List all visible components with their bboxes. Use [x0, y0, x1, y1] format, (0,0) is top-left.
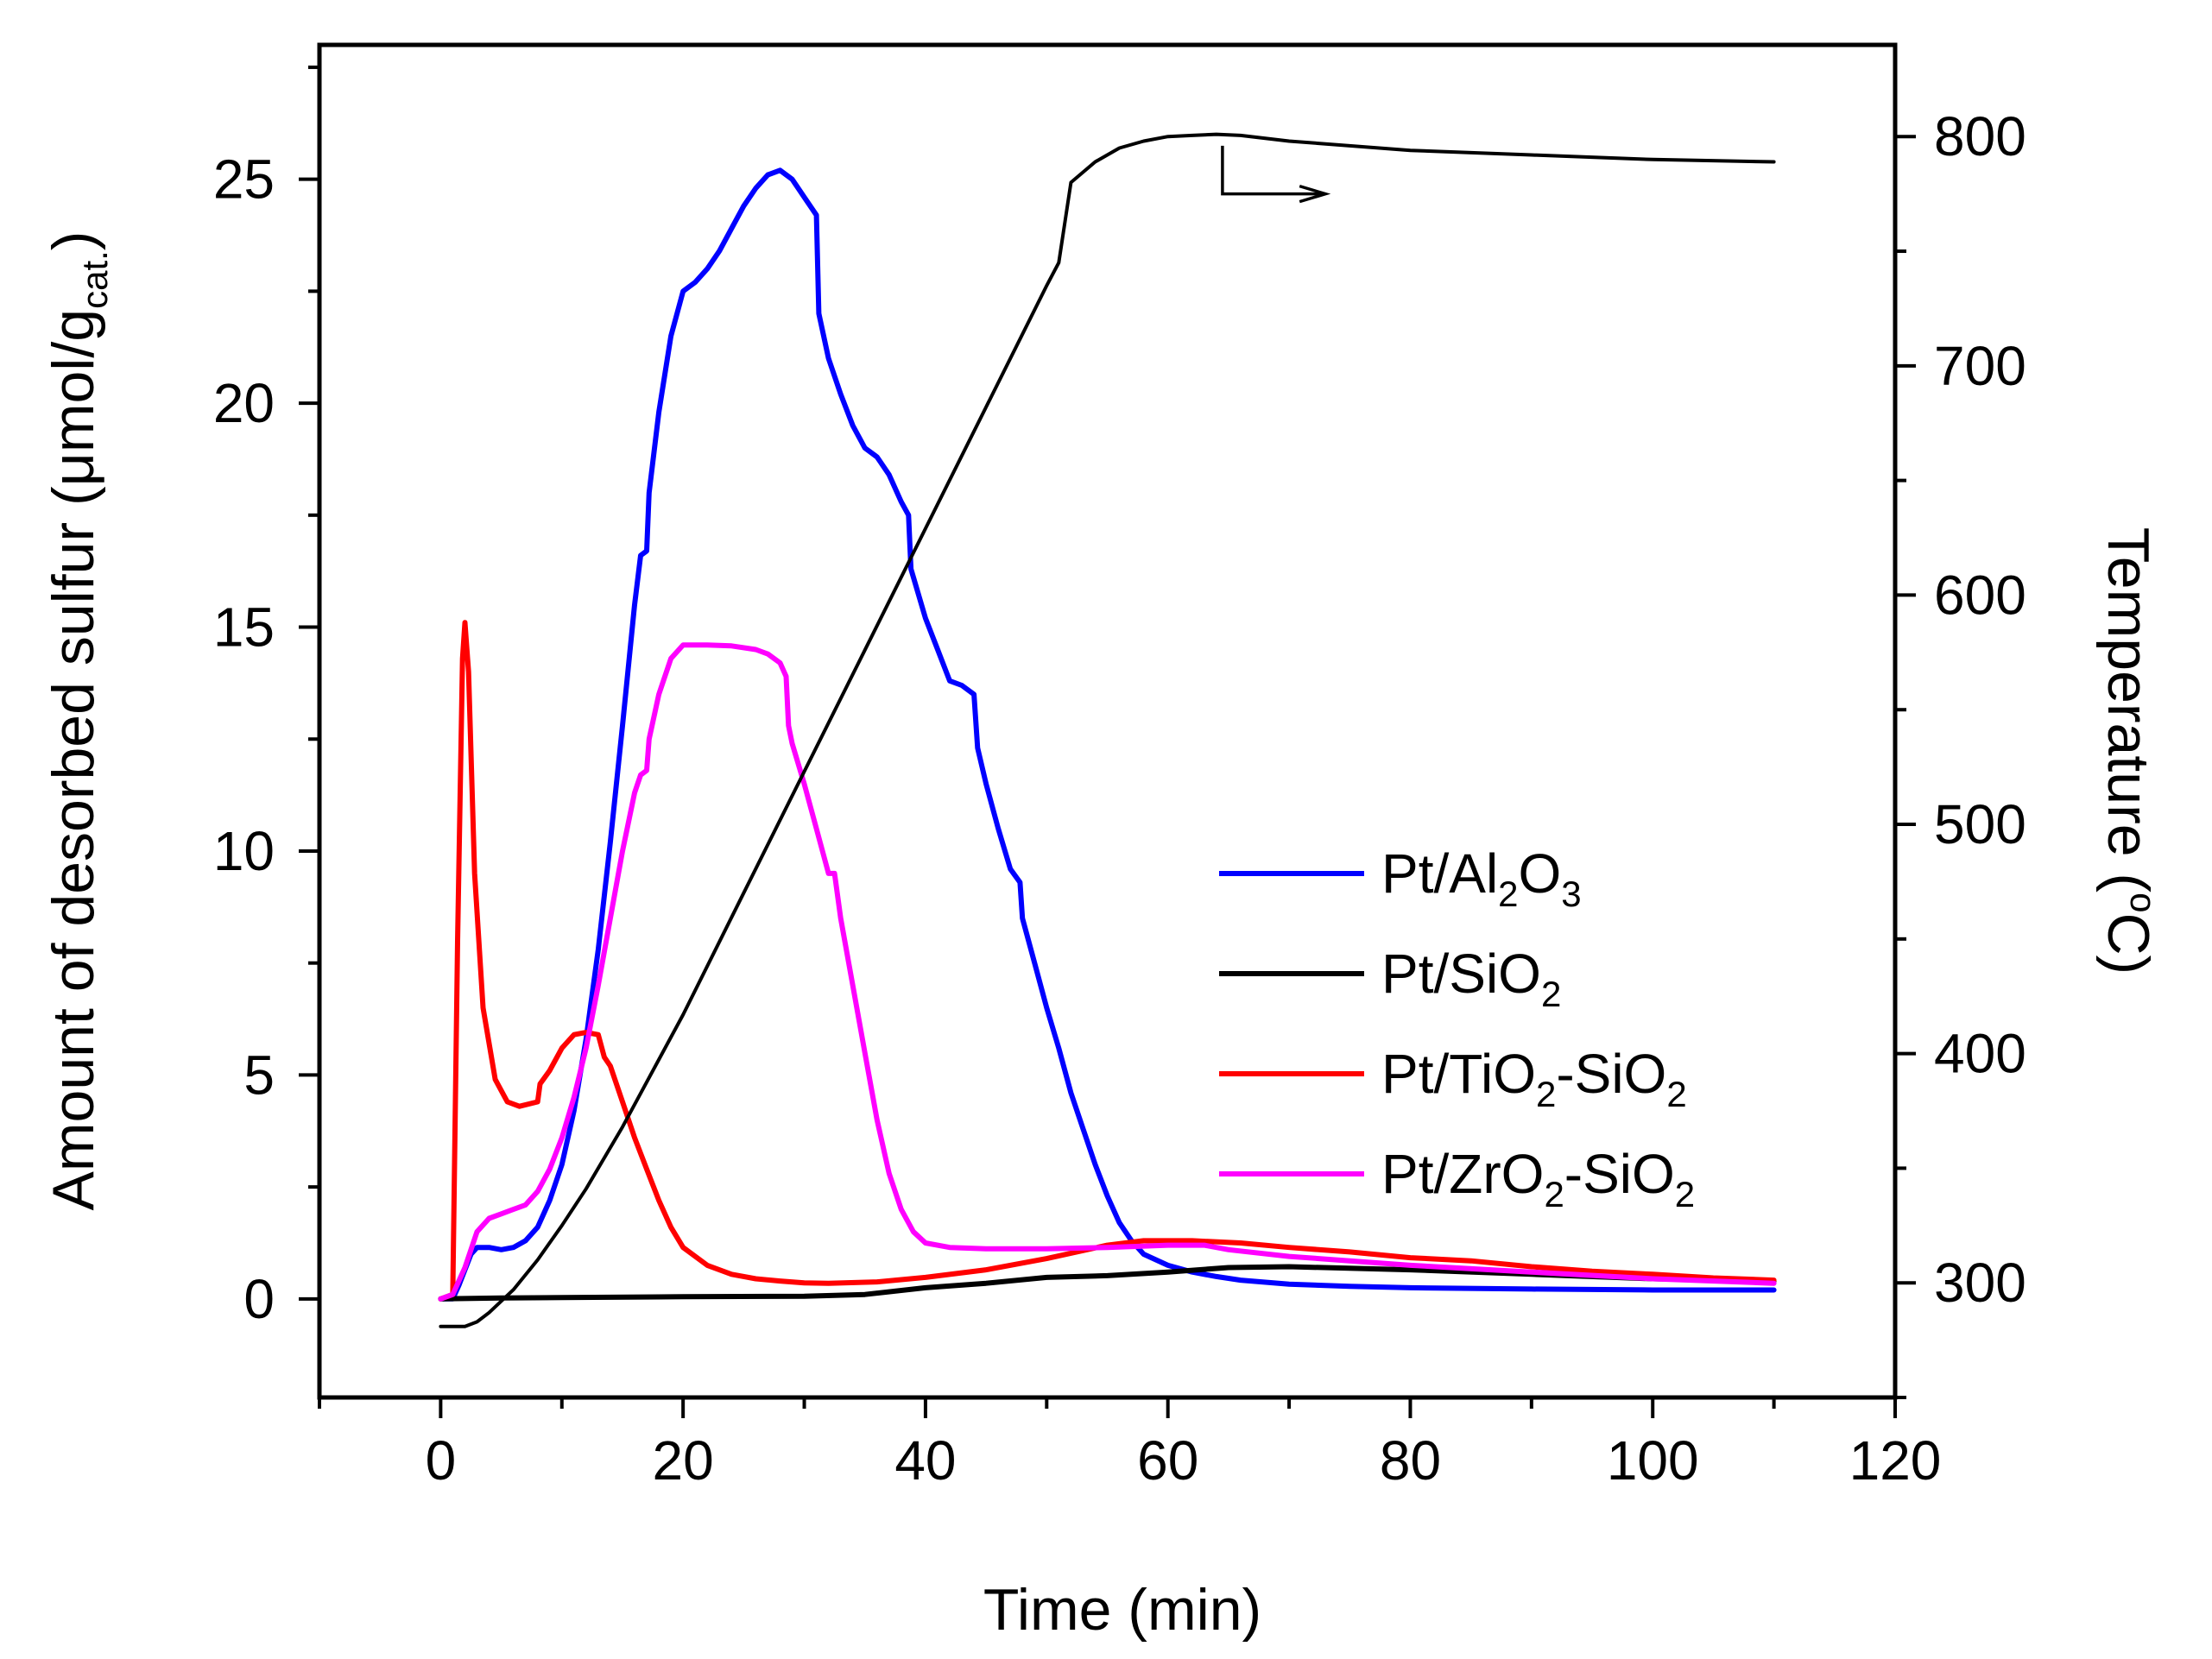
series-layer [438, 132, 1777, 1328]
series-line-pt-sio2 [438, 1264, 1777, 1302]
annotation-layer [1221, 145, 1331, 204]
legend-label: Pt/SiO2 [1381, 943, 1561, 1014]
left-y-tick-label: 20 [213, 372, 275, 434]
right-y-tick-label: 600 [1934, 564, 2026, 626]
x-axis-title: Time (min) [983, 1577, 1261, 1643]
x-tick-label: 60 [1137, 1429, 1198, 1492]
tick-layer [299, 65, 1916, 1418]
legend: Pt/Al2O3 Pt/SiO2 Pt/TiO2-SiO2 Pt/ZrO2-SiO2 [1219, 842, 1695, 1214]
left-y-tick-label: 5 [243, 1044, 275, 1106]
right-y-tick-label: 300 [1934, 1252, 2026, 1314]
left-y-axis-title-main: Amount of desorbed sulfur (μmol/g [41, 309, 106, 1211]
legend-label: Pt/Al2O3 [1381, 842, 1582, 914]
right-y-axis-title: Temperature (oC) [2095, 527, 2164, 975]
left-y-tick-label: 15 [213, 596, 275, 659]
temperature-axis-arrow [1221, 145, 1326, 196]
x-tick-label: 40 [894, 1429, 956, 1492]
left-y-tick-label: 10 [213, 820, 275, 882]
right-y-axis-title-end: C) [2095, 912, 2161, 975]
legend-label: Pt/ZrO2-SiO2 [1381, 1143, 1695, 1214]
x-tick-label: 80 [1380, 1429, 1441, 1492]
series-line-pt-zro2-sio2 [438, 642, 1777, 1302]
left-y-axis-title: Amount of desorbed sulfur (μmol/gcat.) [41, 231, 115, 1211]
legend-label: Pt/TiO2-SiO2 [1381, 1043, 1687, 1114]
x-tick-label: 100 [1607, 1429, 1699, 1492]
right-y-axis-title-main: Temperature ( [2095, 527, 2161, 893]
tick-label-layer: 0 20 40 60 80 100 120 0 5 10 15 20 25 300 400 500 600 700… [213, 105, 2026, 1492]
arrow-head-icon [1299, 184, 1331, 204]
right-y-tick-label: 400 [1934, 1023, 2026, 1085]
series-line-temperature [439, 132, 1776, 1328]
x-tick-label: 20 [653, 1429, 714, 1492]
plot-frame [317, 42, 1898, 1400]
right-y-tick-label: 700 [1934, 335, 2026, 397]
series-line-pt-tio2-sio2 [438, 620, 1777, 1302]
right-y-axis-title-sup: o [2123, 893, 2164, 912]
left-y-tick-label: 25 [213, 148, 275, 211]
left-y-axis-title-sub: cat. [74, 250, 115, 309]
right-y-tick-label: 500 [1934, 793, 2026, 855]
right-y-tick-label: 800 [1934, 105, 2026, 167]
x-tick-label: 120 [1849, 1429, 1942, 1492]
left-y-axis-title-end: ) [41, 231, 106, 251]
x-tick-label: 0 [426, 1429, 457, 1492]
left-y-tick-label: 0 [243, 1268, 275, 1330]
